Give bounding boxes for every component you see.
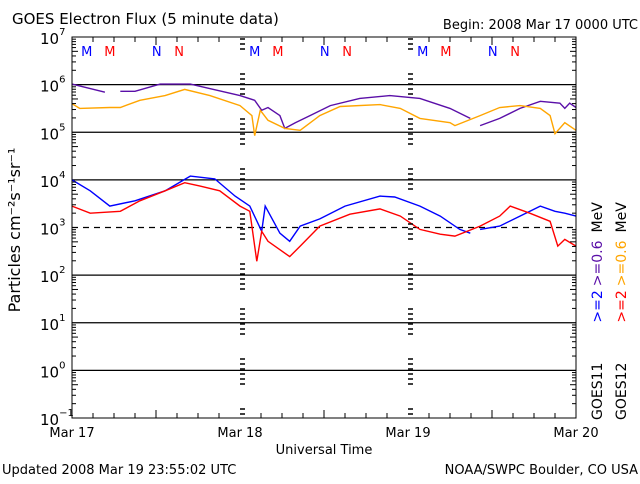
y-tick-label: 101 <box>40 313 65 334</box>
plot-frame <box>71 36 577 419</box>
noon-midnight-marker: M <box>272 45 283 60</box>
series-line-goes12-2-mev <box>71 181 577 262</box>
legend-unit: MeV <box>590 202 606 233</box>
x-axis-label: Universal Time <box>276 443 373 458</box>
y-tick-label: 104 <box>40 170 65 191</box>
y-tick-label: 100 <box>40 360 65 381</box>
x-tick-label: Mar 17 <box>49 426 94 441</box>
y-tick-label: 106 <box>40 75 65 96</box>
x-tick-label: Mar 20 <box>553 426 598 441</box>
y-tick-exponent: 4 <box>59 170 65 181</box>
noon-midnight-marker: N <box>152 45 162 60</box>
series-line-goes12-0-6-mev <box>71 88 577 136</box>
y-tick-exponent: −1 <box>59 408 74 419</box>
y-tick-base: 10 <box>40 30 59 48</box>
y-tick-base: 10 <box>40 221 59 239</box>
noon-midnight-marker: M <box>81 45 92 60</box>
y-tick-base: 10 <box>40 125 59 143</box>
y-tick-exponent: 1 <box>59 313 65 324</box>
y-axis-label: Particles cm⁻²s⁻¹sr⁻¹ <box>5 148 24 313</box>
y-tick-label: 107 <box>40 27 65 48</box>
y-tick-label: 102 <box>40 265 65 286</box>
legend-unit: MeV <box>614 202 630 233</box>
noon-midnight-marker: M <box>417 45 428 60</box>
chart-title: GOES Electron Flux (5 minute data) <box>12 10 279 28</box>
noon-midnight-marker: N <box>174 45 184 60</box>
noon-midnight-marker: M <box>249 45 260 60</box>
legend-entry: GOES11 >=2 >=0.6 MeV <box>590 202 606 420</box>
y-tick-base: 10 <box>40 173 59 191</box>
noon-midnight-marker: N <box>342 45 352 60</box>
y-tick-label: 10−1 <box>40 408 74 429</box>
y-tick-label: 105 <box>40 122 65 143</box>
y-tick-base: 10 <box>40 316 59 334</box>
y-tick-exponent: 6 <box>59 75 65 86</box>
y-tick-exponent: 7 <box>59 27 65 38</box>
x-tick-label: Mar 18 <box>217 426 262 441</box>
x-tick-label: Mar 19 <box>385 426 430 441</box>
legend-satellite: GOES12 <box>614 363 630 420</box>
noon-midnight-marker: M <box>440 45 451 60</box>
y-tick-exponent: 0 <box>59 360 65 371</box>
legend-satellite: GOES11 <box>590 363 606 420</box>
begin-label: Begin: 2008 Mar 17 0000 UTC <box>443 18 638 33</box>
series-line-goes11-0-6-mev <box>71 83 577 130</box>
y-tick-exponent: 5 <box>59 122 65 133</box>
legend-high-energy: >=0.6 <box>590 240 606 286</box>
noon-midnight-marker: N <box>488 45 498 60</box>
noon-midnight-marker: N <box>510 45 520 60</box>
y-tick-exponent: 2 <box>59 265 65 276</box>
updated-timestamp: Updated 2008 Mar 19 23:55:02 UTC <box>2 463 236 478</box>
y-tick-base: 10 <box>40 78 59 96</box>
series-line-goes11-2-mev <box>71 175 577 243</box>
legend-entry: GOES12 >=2 >=0.6 MeV <box>614 202 630 420</box>
y-tick-exponent: 3 <box>59 218 65 229</box>
legend-high-energy: >=0.6 <box>614 240 630 286</box>
legend-low-energy: >=2 <box>614 290 630 322</box>
y-tick-base: 10 <box>40 411 59 429</box>
noon-midnight-marker: M <box>104 45 115 60</box>
y-tick-base: 10 <box>40 363 59 381</box>
y-tick-label: 103 <box>40 218 65 239</box>
data-source: NOAA/SWPC Boulder, CO USA <box>445 463 638 478</box>
legend-low-energy: >=2 <box>590 290 606 322</box>
noon-midnight-marker: N <box>320 45 330 60</box>
y-tick-base: 10 <box>40 268 59 286</box>
